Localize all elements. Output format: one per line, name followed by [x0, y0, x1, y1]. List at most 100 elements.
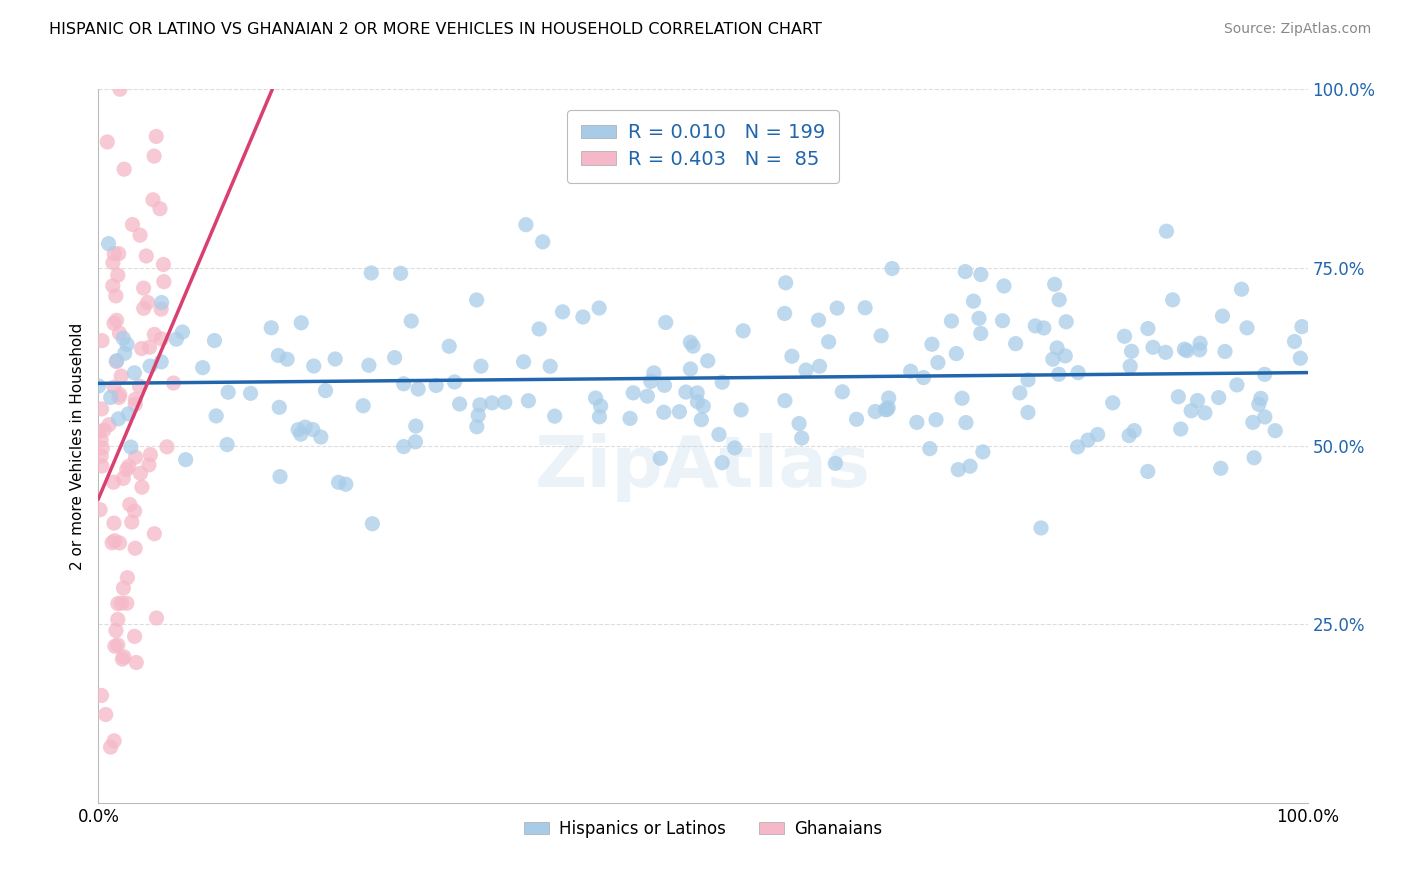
Point: [1236, 321, 1258, 335]
Point: [959, 459, 981, 474]
Point: [449, 397, 471, 411]
Point: [107, 597, 129, 611]
Point: [389, 266, 412, 280]
Point: [392, 440, 415, 454]
Point: [111, 652, 134, 666]
Point: [1054, 349, 1077, 363]
Point: [269, 469, 291, 483]
Point: [108, 387, 131, 401]
Point: [877, 391, 900, 405]
Point: [1123, 424, 1146, 438]
Point: [124, 366, 146, 380]
Point: [1180, 404, 1202, 418]
Point: [108, 391, 131, 405]
Point: [121, 218, 143, 232]
Legend: Hispanics or Latinos, Ghanaians: Hispanics or Latinos, Ghanaians: [517, 814, 889, 845]
Point: [467, 409, 489, 423]
Point: [707, 427, 730, 442]
Point: [112, 471, 135, 485]
Point: [585, 391, 607, 405]
Point: [950, 392, 973, 406]
Point: [118, 498, 141, 512]
Point: [120, 440, 142, 454]
Point: [733, 324, 755, 338]
Point: [690, 412, 713, 426]
Point: [773, 393, 796, 408]
Point: [143, 526, 166, 541]
Point: [794, 363, 817, 377]
Point: [124, 397, 146, 411]
Point: [955, 264, 977, 278]
Point: [267, 348, 290, 362]
Point: [384, 351, 406, 365]
Point: [104, 533, 127, 548]
Point: [972, 445, 994, 459]
Point: [87, 425, 110, 439]
Point: [970, 268, 993, 282]
Point: [115, 337, 138, 351]
Point: [515, 218, 537, 232]
Point: [174, 452, 197, 467]
Point: [108, 82, 131, 96]
Point: [1189, 336, 1212, 351]
Point: [1167, 390, 1189, 404]
Point: [125, 656, 148, 670]
Point: [1047, 368, 1070, 382]
Point: [217, 437, 239, 451]
Point: [1047, 293, 1070, 307]
Point: [679, 362, 702, 376]
Point: [1066, 440, 1088, 454]
Point: [110, 596, 132, 610]
Point: [636, 389, 658, 403]
Point: [93, 423, 115, 437]
Point: [654, 378, 676, 392]
Point: [1250, 392, 1272, 406]
Point: [551, 305, 574, 319]
Point: [145, 611, 167, 625]
Point: [1017, 373, 1039, 387]
Point: [882, 261, 904, 276]
Point: [287, 423, 309, 437]
Point: [686, 394, 709, 409]
Point: [217, 385, 239, 400]
Point: [131, 342, 153, 356]
Point: [361, 516, 384, 531]
Point: [1253, 368, 1275, 382]
Point: [309, 430, 332, 444]
Point: [103, 246, 125, 260]
Point: [360, 266, 382, 280]
Point: [1208, 391, 1230, 405]
Point: [875, 402, 897, 417]
Point: [406, 382, 429, 396]
Point: [128, 379, 150, 393]
Point: [1173, 342, 1195, 356]
Point: [132, 301, 155, 316]
Point: [668, 405, 690, 419]
Point: [682, 339, 704, 353]
Point: [481, 396, 503, 410]
Point: [825, 301, 848, 315]
Point: [517, 393, 540, 408]
Point: [993, 279, 1015, 293]
Point: [1289, 351, 1312, 366]
Point: [108, 326, 131, 340]
Point: [1241, 415, 1264, 429]
Point: [91, 334, 114, 348]
Point: [1029, 521, 1052, 535]
Point: [730, 403, 752, 417]
Point: [103, 380, 125, 394]
Point: [315, 384, 337, 398]
Point: [108, 536, 131, 550]
Point: [124, 629, 146, 643]
Point: [87, 379, 110, 393]
Point: [153, 275, 176, 289]
Point: [392, 376, 415, 391]
Point: [970, 326, 993, 341]
Point: [991, 313, 1014, 327]
Point: [94, 707, 117, 722]
Point: [129, 467, 152, 481]
Point: [1142, 340, 1164, 354]
Point: [1209, 461, 1232, 475]
Point: [96, 135, 118, 149]
Point: [129, 228, 152, 243]
